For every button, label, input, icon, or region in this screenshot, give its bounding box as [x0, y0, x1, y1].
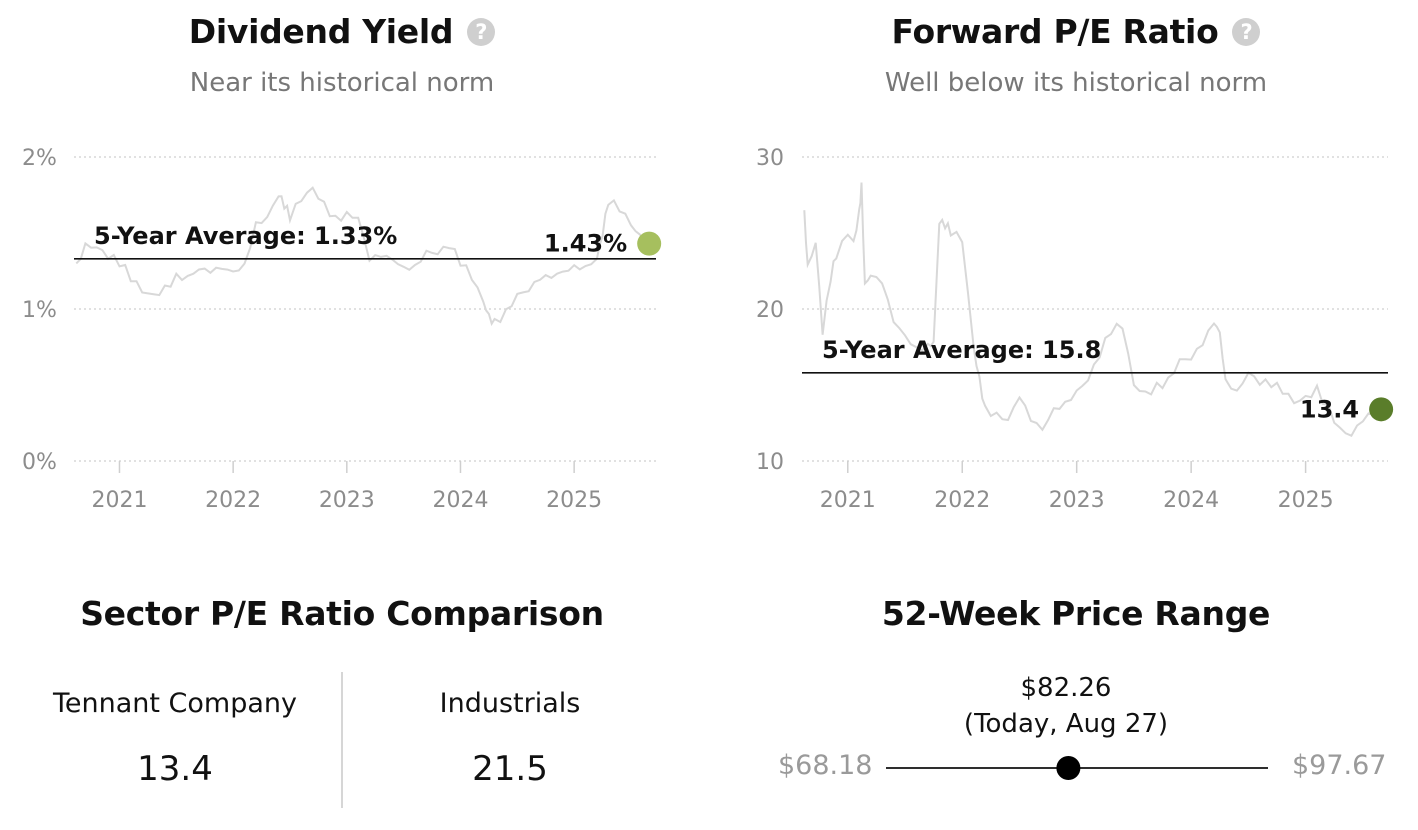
current-price-block: $82.26 (Today, Aug 27): [916, 670, 1216, 742]
company-pe-value: 13.4: [137, 749, 213, 789]
dividend-yield-panel: Dividend Yield? Near its historical norm…: [0, 0, 700, 540]
y-tick-label: 20: [756, 298, 784, 323]
current-value-label: 13.4: [1300, 395, 1359, 423]
comparison-divider: [341, 672, 343, 808]
y-tick-label: 30: [756, 146, 784, 171]
x-tick-label: 2021: [820, 488, 876, 513]
industry-name: Industrials: [439, 688, 581, 719]
current-price-marker: [1056, 756, 1081, 780]
x-tick-label: 2023: [319, 488, 375, 513]
range-high-label: $97.67: [1292, 750, 1387, 781]
x-tick-label: 2022: [934, 488, 990, 513]
sector-pe-title: Sector P/E Ratio Comparison: [80, 594, 604, 633]
average-label: 5-Year Average: 15.8: [822, 336, 1101, 364]
y-tick-label: 1%: [22, 298, 57, 323]
series-line: [75, 186, 650, 327]
forward-pe-chart: 10 20 30 2021 2022 2023 2024 2025 5-Year Average…: [756, 146, 1394, 513]
price-range-panel: 52-Week Price Range $82.26 (Today, Aug 2…: [700, 560, 1418, 830]
x-tick-label: 2021: [91, 488, 147, 513]
current-value-marker: [637, 231, 662, 256]
industry-pe-value: 21.5: [472, 749, 548, 789]
x-tick-label: 2024: [1163, 488, 1219, 513]
current-price: $82.26: [1020, 673, 1112, 703]
current-value-label: 1.43%: [544, 230, 627, 258]
question-circle-icon[interactable]: ?: [1232, 18, 1261, 46]
price-range-track: [886, 756, 1268, 780]
price-range-title: 52-Week Price Range: [881, 594, 1271, 633]
current-price-date: (Today, Aug 27): [963, 709, 1169, 739]
x-tick-label: 2025: [1278, 488, 1334, 513]
forward-pe-panel: Forward P/E Ratio? Well below its histor…: [700, 0, 1418, 540]
average-label: 5-Year Average: 1.33%: [94, 222, 397, 250]
dividend-yield-title: Dividend Yield?: [0, 12, 684, 51]
x-tick-label: 2024: [432, 488, 488, 513]
dividend-yield-subtitle: Near its historical norm: [189, 68, 495, 98]
y-tick-label: 10: [756, 450, 784, 475]
range-low-label: $68.18: [778, 750, 873, 781]
forward-pe-subtitle: Well below its historical norm: [884, 68, 1268, 98]
sector-pe-panel: Sector P/E Ratio Comparison Tennant Comp…: [0, 560, 700, 830]
series-line: [803, 182, 1382, 437]
x-tick-label: 2025: [546, 488, 602, 513]
x-tick-label: 2022: [205, 488, 261, 513]
dividend-yield-title-text: Dividend Yield: [188, 12, 454, 51]
sector-item-company: Tennant Company 13.4: [20, 688, 330, 789]
current-value-marker: [1369, 397, 1394, 422]
dividend-yield-chart: 0% 1% 2% 2021 2022 2023 2024 2025 5-Year Average…: [22, 146, 662, 513]
y-tick-label: 0%: [22, 450, 57, 475]
sector-item-industry: Industrials 21.5: [355, 688, 665, 789]
question-circle-icon[interactable]: ?: [467, 18, 496, 46]
y-tick-label: 2%: [22, 146, 57, 171]
forward-pe-title: Forward P/E Ratio?: [700, 12, 1418, 51]
x-tick-label: 2023: [1049, 488, 1105, 513]
company-name: Tennant Company: [52, 688, 297, 719]
forward-pe-title-text: Forward P/E Ratio: [891, 12, 1219, 51]
